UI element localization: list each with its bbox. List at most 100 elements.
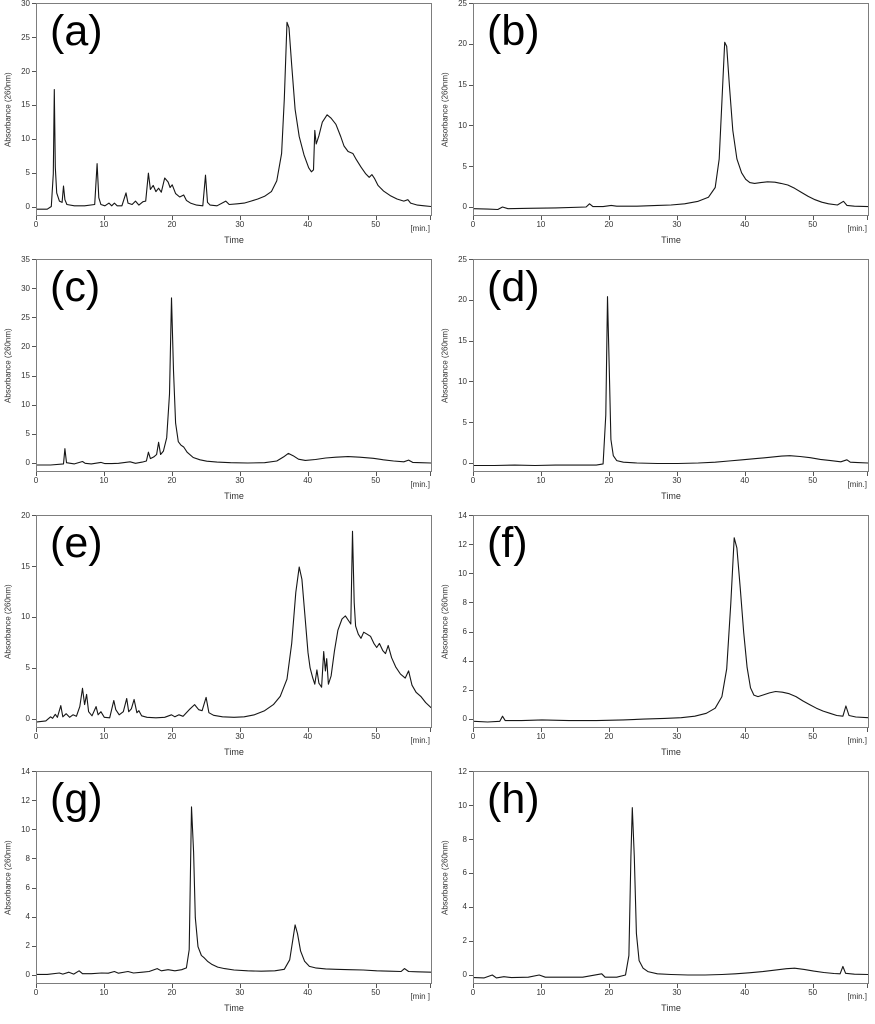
y-axis-tick — [469, 660, 473, 662]
plot-area — [473, 259, 869, 472]
x-axis-tick-label: 40 — [740, 220, 750, 229]
chromatogram-panel: Absorbance (260nm) (d) [min.] Time 0 5 10 1… — [437, 256, 875, 512]
x-axis-tick-label: 10 — [536, 220, 546, 229]
y-axis-tick-label: 10 — [458, 800, 467, 810]
x-axis-tick — [239, 472, 241, 476]
panel-letter: (a) — [50, 7, 103, 55]
y-axis-tick — [32, 800, 36, 802]
y-axis-tick-label: 4 — [25, 912, 30, 922]
y-axis-tick-label: 14 — [21, 768, 30, 776]
y-axis-tick — [32, 945, 36, 947]
y-axis-tick-label: 25 — [458, 256, 467, 264]
x-axis-tick-label: 50 — [808, 476, 818, 485]
y-axis-tick-label: 25 — [21, 312, 30, 322]
x-axis-tick-label: 10 — [99, 476, 109, 485]
x-axis-tick-label: 10 — [536, 732, 546, 741]
y-axis-tick-label: 30 — [21, 283, 30, 293]
x-axis-tick — [473, 984, 474, 988]
x-axis-tick — [103, 216, 105, 220]
y-axis-tick — [469, 381, 473, 383]
y-axis-tick-label: 8 — [462, 597, 467, 607]
y-axis-tick — [469, 718, 473, 720]
y-axis-tick-label: 10 — [458, 120, 467, 130]
x-axis-tick — [36, 216, 37, 220]
y-axis-tick-label: 20 — [21, 66, 30, 76]
x-axis-tick — [676, 728, 678, 732]
plot-area — [36, 771, 432, 984]
x-axis-end-tick — [867, 216, 868, 220]
y-axis-tick — [469, 166, 473, 168]
y-axis-tick-label: 14 — [458, 512, 467, 520]
x-axis-tick-label: 10 — [536, 476, 546, 485]
y-axis-tick-label: 15 — [458, 336, 467, 345]
x-axis-end-tick — [430, 984, 431, 988]
x-axis-unit: [min.] — [410, 224, 430, 233]
x-axis-tick-label: 30 — [235, 988, 245, 997]
y-axis-tick — [32, 259, 36, 260]
x-axis-tick — [812, 984, 814, 988]
panel-letter: (f) — [487, 519, 528, 567]
x-axis-tick — [239, 216, 241, 220]
y-axis-tick — [469, 43, 473, 45]
y-axis-tick — [469, 3, 473, 4]
y-axis-tick-label: 8 — [25, 853, 30, 863]
x-axis-tick-label: 40 — [303, 476, 313, 485]
y-axis-tick — [32, 974, 36, 976]
x-axis-tick-label: 30 — [672, 220, 682, 229]
y-axis-tick — [32, 718, 36, 720]
y-axis-tick — [32, 172, 36, 174]
y-axis-tick — [32, 404, 36, 406]
x-axis-tick-label: 20 — [604, 220, 614, 229]
y-axis-tick — [469, 422, 473, 424]
x-axis-tick-label: 50 — [808, 732, 818, 741]
x-axis-tick-label: 40 — [303, 732, 313, 741]
y-axis-tick-label: 2 — [462, 685, 467, 695]
x-axis-unit: [min.] — [847, 480, 867, 489]
x-axis-tick — [36, 984, 37, 988]
x-axis-tick-label: 30 — [672, 732, 682, 741]
y-axis-tick-label: 2 — [462, 936, 467, 946]
x-axis-tick — [540, 216, 542, 220]
y-axis-tick-label: 15 — [21, 371, 30, 380]
y-axis-tick-label: 5 — [25, 429, 30, 439]
y-axis-tick — [32, 771, 36, 772]
x-axis-title: Time — [224, 491, 244, 501]
chromatogram-panel: Absorbance (260nm) (c) [min.] Time 0 5 10 1… — [0, 256, 437, 512]
chromatogram-trace-line — [474, 41, 868, 211]
y-axis-tick — [469, 462, 473, 464]
y-axis-tick-label: 25 — [21, 32, 30, 42]
y-axis-tick-label: 10 — [21, 824, 30, 834]
plot-area — [473, 515, 869, 728]
x-axis-end-tick — [430, 728, 431, 732]
y-axis-tick — [32, 71, 36, 72]
y-axis-tick — [32, 3, 36, 4]
x-axis-tick — [307, 216, 309, 220]
x-axis-tick — [375, 216, 377, 220]
y-axis-tick — [32, 916, 36, 918]
y-axis-tick — [32, 206, 36, 208]
y-axis-label: Absorbance (260nm) — [3, 584, 13, 659]
x-axis-tick — [676, 984, 678, 988]
x-axis-end-tick — [867, 984, 868, 988]
plot-area — [36, 515, 432, 728]
x-axis-tick-label: 20 — [604, 732, 614, 741]
x-axis-unit: [min.] — [410, 480, 430, 489]
x-axis-tick-label: 10 — [99, 988, 109, 997]
x-axis-tick-label: 40 — [740, 476, 750, 485]
x-axis-tick — [171, 472, 173, 476]
x-axis-unit: [min.] — [410, 736, 430, 745]
x-axis-tick-label: 40 — [303, 220, 313, 229]
y-axis-tick-label: 0 — [462, 458, 467, 468]
y-axis-tick-label: 6 — [462, 627, 467, 636]
y-axis-tick-label: 10 — [21, 612, 30, 622]
x-axis-tick-label: 30 — [235, 732, 245, 741]
x-axis-title: Time — [224, 1003, 244, 1013]
y-axis-tick — [32, 616, 36, 618]
y-axis-tick-label: 10 — [458, 376, 467, 386]
y-axis-tick — [469, 771, 473, 772]
y-axis-tick — [32, 346, 36, 348]
panel-letter: (d) — [487, 263, 540, 311]
y-axis-tick — [469, 515, 473, 516]
